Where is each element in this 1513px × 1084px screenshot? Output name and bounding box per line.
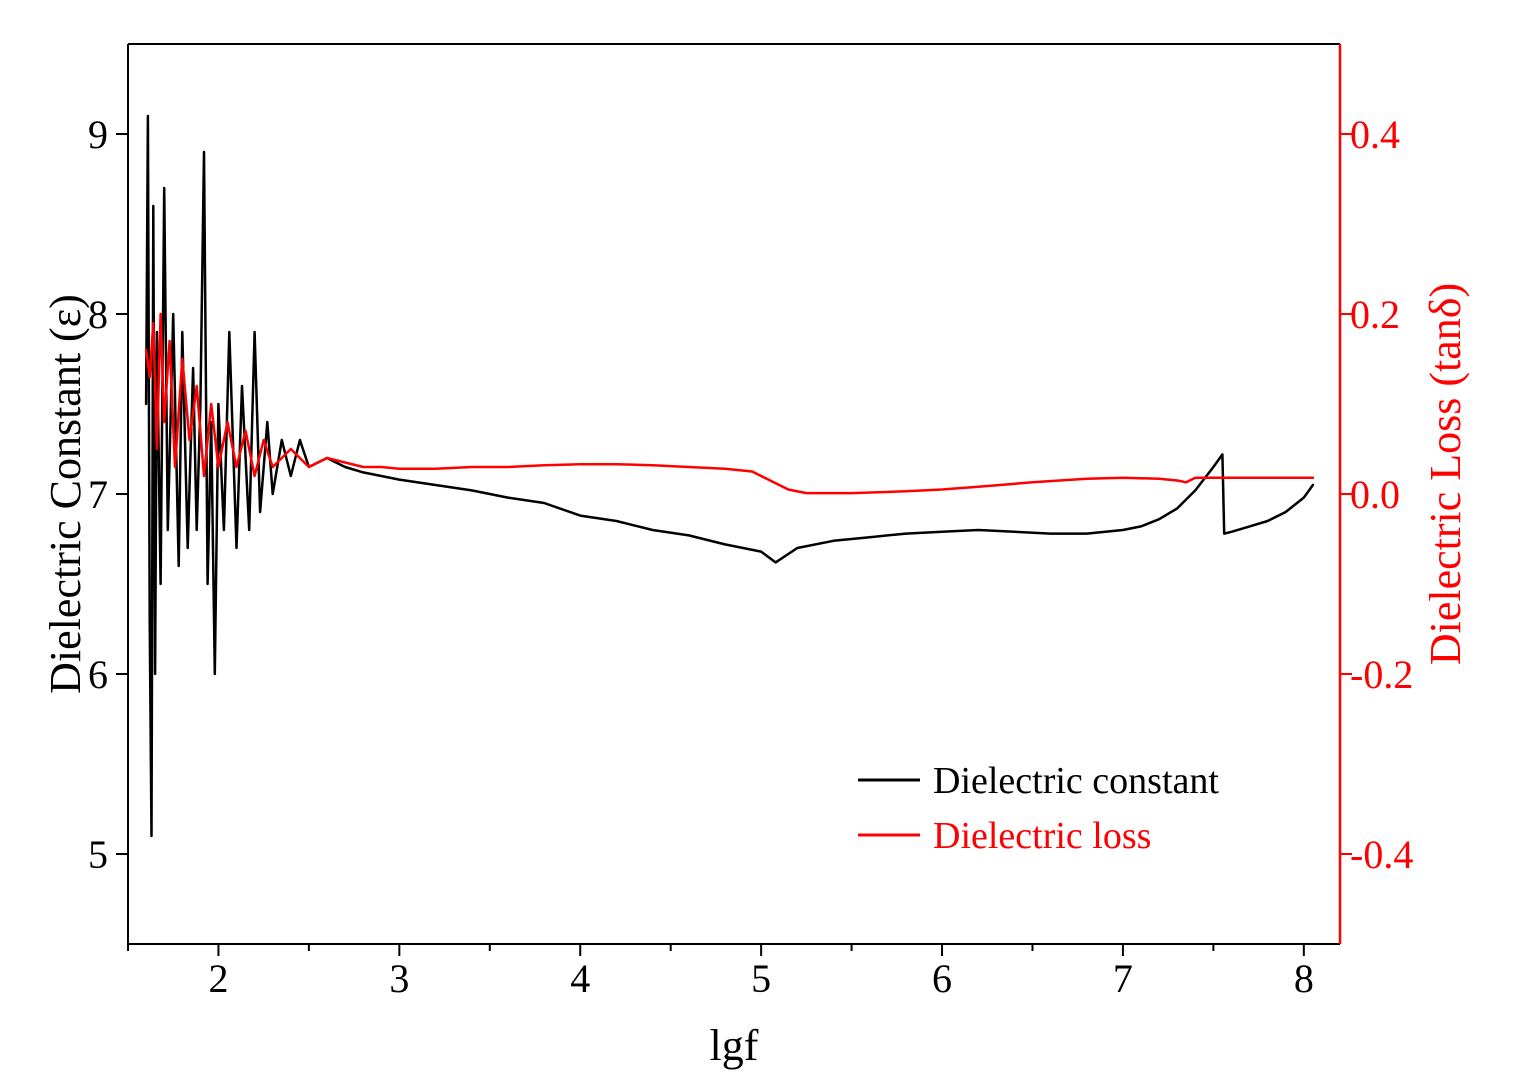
x-tick-label: 2 (208, 956, 228, 1001)
left-y-tick-label: 7 (88, 472, 108, 517)
legend: Dielectric constant Dielectric loss (858, 760, 1219, 857)
right-y-tick-label: 0.2 (1350, 292, 1400, 337)
left-y-tick-label: 6 (88, 652, 108, 697)
x-tick-label: 8 (1294, 956, 1314, 1001)
right-y-tick-label: -0.2 (1350, 652, 1413, 697)
left-y-tick-label: 5 (88, 832, 108, 877)
x-tick-label: 6 (932, 956, 952, 1001)
right-y-axis-title: Dielectric Loss (tanδ) (1421, 283, 1470, 665)
left-y-axis-title: Dielectric Constant (ε) (41, 294, 90, 694)
legend-label-dielectric-constant: Dielectric constant (933, 760, 1219, 802)
left-y-tick-label: 9 (88, 112, 108, 157)
right-y-tick-label: 0.4 (1350, 112, 1400, 157)
x-tick-label: 3 (389, 956, 409, 1001)
series-layer (144, 114, 1315, 838)
x-tick-label: 5 (751, 956, 771, 1001)
right-y-tick-label: -0.4 (1350, 832, 1413, 877)
right-y-tick-label: 0.0 (1350, 472, 1400, 517)
x-axis-title: lgf (710, 1021, 759, 1070)
legend-label-dielectric-loss: Dielectric loss (933, 815, 1151, 857)
left-y-tick-label: 8 (88, 292, 108, 337)
ticks-layer: 2 3 4 5 6 7 8 5 6 7 8 9 -0.4 -0.2 0.0 0.2 0.4 (88, 112, 1413, 1001)
series-line-dielectric-loss (144, 312, 1315, 495)
x-tick-label: 4 (570, 956, 590, 1001)
x-tick-label: 7 (1113, 956, 1133, 1001)
